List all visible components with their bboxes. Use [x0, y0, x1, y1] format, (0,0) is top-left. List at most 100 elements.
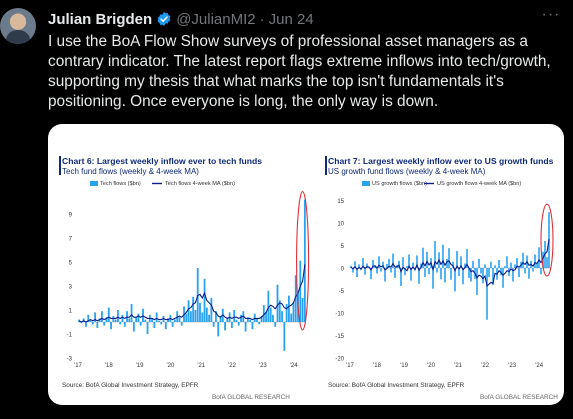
- bar-weekly-flow: [372, 259, 374, 268]
- bar-weekly-flow: [394, 268, 396, 278]
- bar-weekly-flow: [283, 322, 286, 351]
- bar-weekly-flow: [514, 264, 516, 268]
- author-avatar[interactable]: [0, 8, 36, 44]
- bar-weekly-flow: [426, 251, 428, 268]
- bar-weekly-flow: [510, 262, 512, 268]
- bar-weekly-flow: [116, 310, 119, 322]
- y-tick-label: -5: [339, 289, 345, 295]
- bar-weekly-flow: [262, 305, 265, 322]
- bar-weekly-flow: [224, 322, 226, 331]
- bar-weekly-flow: [217, 322, 220, 337]
- bar-weekly-flow: [158, 320, 160, 322]
- bar-weekly-flow: [534, 254, 536, 268]
- bar-weekly-flow: [386, 263, 388, 268]
- bar-weekly-flow: [516, 258, 518, 268]
- x-tick-label: '17: [346, 363, 354, 369]
- bar-weekly-flow: [144, 319, 147, 322]
- legend-label-weekly: US growth flows ($bn): [372, 181, 427, 187]
- bar-weekly-flow: [418, 268, 420, 284]
- chart-panel-tech: Chart 6: Largest weekly inflow ever to t…: [59, 156, 312, 405]
- bar-weekly-flow: [536, 263, 538, 268]
- bar-weekly-flow: [87, 314, 90, 322]
- bar-weekly-flow: [504, 266, 506, 268]
- x-tick-label: '17: [74, 363, 82, 369]
- bar-weekly-flow: [376, 268, 378, 274]
- bar-weekly-flow: [364, 268, 366, 275]
- y-tick-label: 15: [337, 199, 344, 205]
- more-options-icon[interactable]: ···: [541, 6, 561, 23]
- tweet-media-image[interactable]: Chart 6: Largest weekly inflow ever to t…: [48, 124, 564, 405]
- bar-weekly-flow: [500, 268, 502, 276]
- bar-weekly-flow: [287, 295, 290, 322]
- x-tick-label: '19: [400, 363, 408, 369]
- bar-weekly-flow: [380, 268, 382, 272]
- bar-weekly-flow: [436, 268, 438, 273]
- bar-weekly-flow: [492, 268, 494, 286]
- bar-weekly-flow: [390, 268, 392, 273]
- bar-weekly-flow: [378, 256, 380, 268]
- bar-weekly-flow: [404, 268, 406, 276]
- bar-weekly-flow: [362, 258, 364, 268]
- bar-weekly-flow: [480, 268, 482, 274]
- bar-weekly-flow: [292, 302, 295, 322]
- tweet-date[interactable]: Jun 24: [268, 10, 314, 28]
- bar-weekly-flow: [103, 322, 106, 326]
- bar-weekly-flow: [132, 322, 135, 332]
- ma-line: [350, 239, 550, 288]
- bar-weekly-flow: [260, 316, 263, 322]
- y-tick-label: 9: [69, 213, 73, 219]
- y-tick-label: -1: [67, 333, 73, 339]
- legend-swatch-weekly: [362, 181, 370, 186]
- bar-weekly-flow: [382, 261, 384, 268]
- chart-brand: BofA GLOBAL RESEARCH: [480, 394, 558, 401]
- bar-weekly-flow: [208, 314, 211, 322]
- tweet-text: I use the BoA Flow Show surveys of profe…: [48, 33, 551, 110]
- bar-weekly-flow: [540, 268, 542, 275]
- bar-weekly-flow: [237, 322, 240, 326]
- bar-weekly-flow: [123, 322, 126, 327]
- x-tick-label: '19: [136, 363, 144, 369]
- bar-weekly-flow: [374, 265, 376, 268]
- bar-weekly-flow: [470, 268, 472, 282]
- bar-weekly-flow: [412, 262, 414, 268]
- bar-weekly-flow: [281, 311, 283, 322]
- bar-weekly-flow: [444, 268, 446, 283]
- bar-weekly-flow: [452, 261, 454, 268]
- chart-title: Chart 6: Largest weekly inflow ever to t…: [62, 156, 263, 166]
- y-tick-label: -20: [335, 357, 344, 363]
- author-handle[interactable]: @JulianMI2: [176, 10, 256, 28]
- legend-label-ma: Tech flows 4-week MA ($bn): [165, 181, 235, 187]
- x-tick-label: '20: [167, 363, 175, 369]
- bar-weekly-flow: [130, 304, 133, 322]
- bar-weekly-flow: [101, 311, 103, 322]
- y-tick-label: 7: [69, 237, 73, 243]
- chart-source: Source: BofA Global Investment Strategy,…: [62, 382, 199, 389]
- bar-weekly-flow: [486, 268, 488, 320]
- author-name[interactable]: Julian Brigden: [48, 10, 153, 28]
- bar-weekly-flow: [171, 322, 174, 327]
- bar-weekly-flow: [454, 268, 456, 292]
- bar-weekly-flow: [294, 275, 297, 322]
- x-tick-label: '21: [454, 363, 462, 369]
- bar-weekly-flow: [269, 307, 272, 322]
- verified-badge-icon[interactable]: [156, 11, 172, 27]
- bar-weekly-flow: [212, 322, 215, 327]
- legend-label-weekly: Tech flows ($bn): [100, 181, 141, 187]
- bar-weekly-flow: [464, 263, 466, 268]
- bar-weekly-flow: [135, 317, 138, 322]
- bar-weekly-flow: [416, 255, 418, 268]
- bar-weekly-flow: [546, 257, 548, 268]
- bar-weekly-flow: [153, 322, 156, 328]
- bar-weekly-flow: [194, 310, 197, 322]
- bar-weekly-flow: [258, 322, 261, 325]
- bar-weekly-flow: [187, 300, 190, 322]
- bar-weekly-flow: [96, 322, 99, 328]
- bar-weekly-flow: [303, 199, 306, 322]
- bar-weekly-flow: [167, 318, 169, 322]
- bar-weekly-flow: [128, 318, 131, 322]
- bar-weekly-flow: [121, 314, 124, 322]
- bar-weekly-flow: [352, 268, 354, 273]
- y-tick-label: 5: [341, 244, 345, 250]
- bar-weekly-flow: [199, 302, 201, 322]
- x-tick-label: '22: [228, 363, 236, 369]
